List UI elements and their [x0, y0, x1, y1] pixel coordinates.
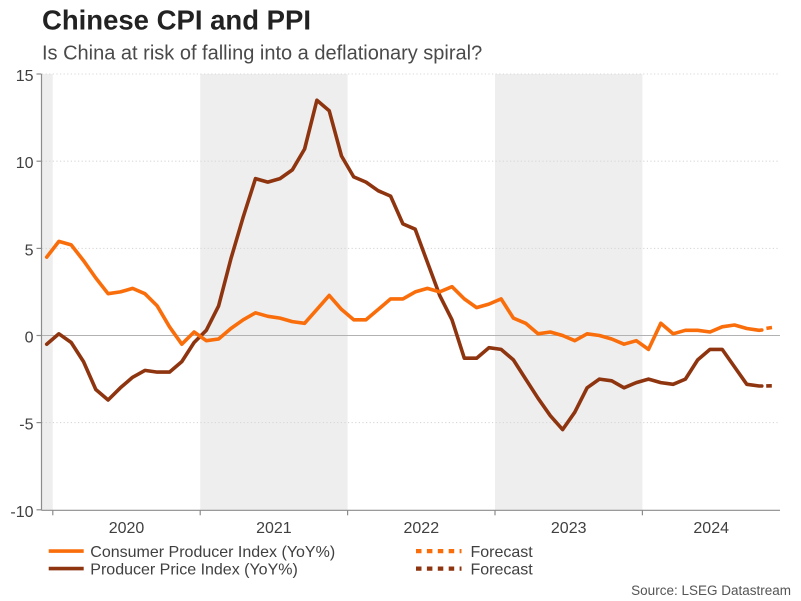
- svg-text:2021: 2021: [256, 520, 292, 537]
- svg-text:-5: -5: [19, 417, 33, 434]
- svg-text:Source: LSEG Datastream: Source: LSEG Datastream: [631, 583, 791, 598]
- svg-text:0: 0: [25, 330, 34, 347]
- svg-text:-10: -10: [10, 504, 33, 521]
- svg-text:Forecast: Forecast: [471, 544, 534, 561]
- svg-text:10: 10: [16, 155, 34, 172]
- svg-text:2023: 2023: [551, 520, 587, 537]
- svg-text:2020: 2020: [109, 520, 145, 537]
- svg-text:15: 15: [16, 68, 34, 85]
- svg-text:Is China at risk of falling in: Is China at risk of falling into a defla…: [42, 43, 482, 65]
- svg-text:Consumer Producer Index (YoY%): Consumer Producer Index (YoY%): [90, 544, 335, 561]
- svg-text:Chinese CPI and PPI: Chinese CPI and PPI: [42, 5, 311, 36]
- svg-text:5: 5: [25, 242, 34, 259]
- svg-text:Producer Price Index (YoY%): Producer Price Index (YoY%): [90, 562, 298, 579]
- svg-text:Forecast: Forecast: [471, 562, 534, 579]
- svg-text:2022: 2022: [404, 520, 440, 537]
- svg-text:2024: 2024: [693, 520, 729, 537]
